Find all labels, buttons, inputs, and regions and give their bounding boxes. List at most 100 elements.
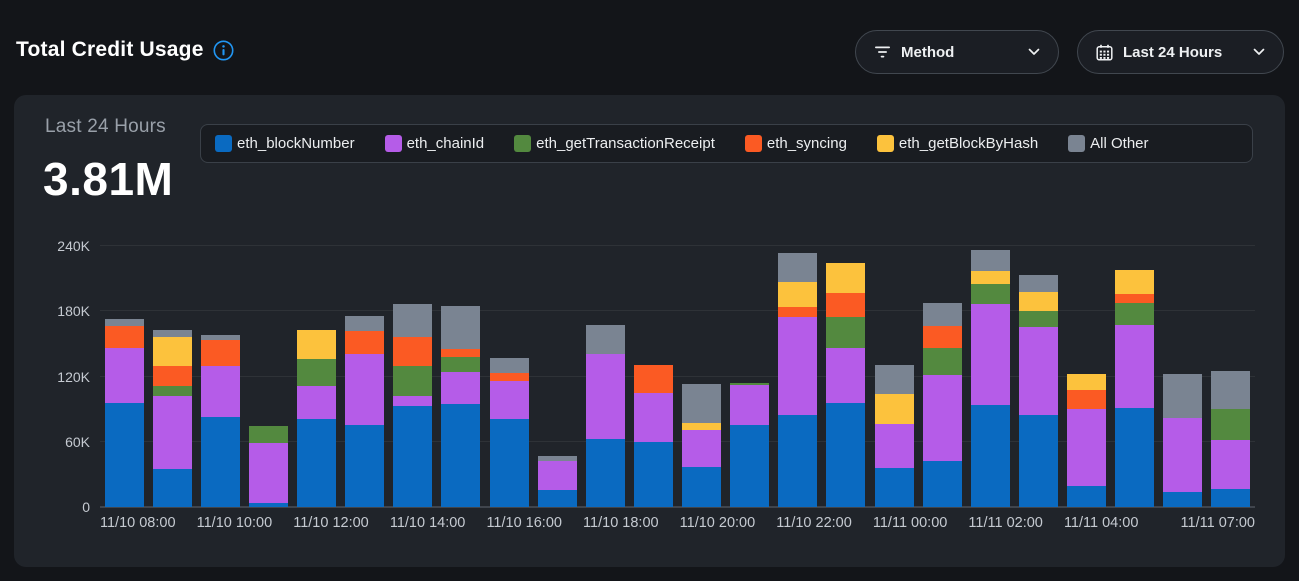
bar-segment-eth_blockNumber[interactable]: [441, 403, 481, 507]
bar-segment-eth_blockNumber[interactable]: [1115, 408, 1155, 507]
bar-segment-eth_chainId[interactable]: [248, 442, 288, 503]
legend-item-eth-chainid[interactable]: eth_chainId: [384, 135, 484, 152]
bar-segment-eth_chainId[interactable]: [874, 424, 914, 468]
bar-slot[interactable]: [293, 246, 341, 507]
bar-segment-eth_getTransactionReceipt[interactable]: [1115, 302, 1155, 326]
stacked-bar[interactable]: [1115, 270, 1155, 507]
bar-segment-eth_blockNumber[interactable]: [1067, 486, 1107, 507]
bar-segment-All Other[interactable]: [970, 250, 1010, 272]
bar-segment-All Other[interactable]: [200, 335, 240, 340]
bar-segment-eth_chainId[interactable]: [441, 372, 481, 404]
bar-segment-eth_blockNumber[interactable]: [730, 425, 770, 507]
legend-item-eth-syncing[interactable]: eth_syncing: [744, 135, 847, 152]
bar-segment-eth_getBlockByHash[interactable]: [970, 271, 1010, 285]
bar-segment-eth_chainId[interactable]: [104, 348, 144, 403]
bar-segment-eth_blockNumber[interactable]: [970, 404, 1010, 507]
bar-segment-eth_chainId[interactable]: [826, 348, 866, 403]
bar-slot[interactable]: [1063, 246, 1111, 507]
bar-segment-eth_blockNumber[interactable]: [1163, 491, 1203, 507]
bar-slot[interactable]: [774, 246, 822, 507]
bar-segment-eth_getTransactionReceipt[interactable]: [297, 359, 337, 387]
bar-segment-All Other[interactable]: [489, 358, 529, 374]
bar-slot[interactable]: [100, 246, 148, 507]
bar-slot[interactable]: [822, 246, 870, 507]
bar-slot[interactable]: [629, 246, 677, 507]
bar-segment-eth_blockNumber[interactable]: [778, 414, 818, 507]
stacked-bar[interactable]: [874, 364, 914, 507]
bar-segment-All Other[interactable]: [922, 302, 962, 327]
stacked-bar[interactable]: [345, 315, 385, 507]
bar-segment-eth_blockNumber[interactable]: [152, 468, 192, 507]
bar-slot[interactable]: [726, 246, 774, 507]
bar-segment-All Other[interactable]: [874, 364, 914, 395]
stacked-bar[interactable]: [970, 250, 1010, 507]
bar-segment-eth_chainId[interactable]: [633, 392, 673, 442]
legend-item-eth-getblockbyhash[interactable]: eth_getBlockByHash: [876, 135, 1038, 152]
bar-slot[interactable]: [1111, 246, 1159, 507]
bar-segment-eth_syncing[interactable]: [393, 337, 433, 366]
bar-segment-eth_chainId[interactable]: [585, 353, 625, 439]
stacked-bar[interactable]: [1067, 374, 1107, 507]
stacked-bar[interactable]: [393, 303, 433, 507]
legend-item-eth-gettransactionreceipt[interactable]: eth_getTransactionReceipt: [514, 135, 715, 152]
info-icon[interactable]: [213, 40, 234, 61]
bar-slot[interactable]: [918, 246, 966, 507]
bar-segment-eth_blockNumber[interactable]: [248, 502, 288, 507]
bar-segment-eth_syncing[interactable]: [1067, 389, 1107, 410]
stacked-bar[interactable]: [585, 325, 625, 507]
bar-segment-eth_blockNumber[interactable]: [393, 405, 433, 507]
bar-segment-eth_blockNumber[interactable]: [874, 467, 914, 507]
bar-segment-eth_getTransactionReceipt[interactable]: [826, 316, 866, 349]
bar-segment-All Other[interactable]: [778, 252, 818, 282]
bar-segment-eth_syncing[interactable]: [104, 326, 144, 349]
bar-segment-eth_chainId[interactable]: [730, 385, 770, 426]
stacked-bar[interactable]: [297, 329, 337, 507]
bar-segment-eth_blockNumber[interactable]: [826, 402, 866, 507]
bar-segment-All Other[interactable]: [393, 303, 433, 338]
bar-segment-eth_blockNumber[interactable]: [1211, 488, 1251, 507]
stacked-bar[interactable]: [730, 383, 770, 507]
bar-segment-All Other[interactable]: [682, 384, 722, 424]
bar-segment-eth_getBlockByHash[interactable]: [1067, 374, 1107, 390]
stacked-bar[interactable]: [633, 364, 673, 507]
bar-segment-eth_syncing[interactable]: [489, 373, 529, 381]
bar-segment-eth_getTransactionReceipt[interactable]: [730, 383, 770, 386]
bar-segment-eth_chainId[interactable]: [1067, 409, 1107, 487]
bar-segment-eth_chainId[interactable]: [393, 396, 433, 406]
bar-segment-eth_syncing[interactable]: [778, 306, 818, 317]
bar-segment-eth_chainId[interactable]: [345, 353, 385, 426]
bar-segment-eth_getTransactionReceipt[interactable]: [970, 284, 1010, 304]
stacked-bar[interactable]: [104, 318, 144, 507]
bar-segment-eth_chainId[interactable]: [778, 316, 818, 415]
bar-segment-eth_chainId[interactable]: [537, 461, 577, 490]
bar-segment-eth_chainId[interactable]: [489, 380, 529, 419]
legend-item-eth-blocknumber[interactable]: eth_blockNumber: [215, 135, 355, 152]
bar-segment-eth_blockNumber[interactable]: [1018, 414, 1058, 507]
method-filter-dropdown[interactable]: Method: [855, 30, 1059, 74]
bar-segment-eth_blockNumber[interactable]: [922, 461, 962, 507]
bar-segment-eth_getTransactionReceipt[interactable]: [441, 357, 481, 373]
stacked-bar[interactable]: [1211, 371, 1251, 507]
bar-segment-eth_getTransactionReceipt[interactable]: [393, 365, 433, 397]
bar-segment-All Other[interactable]: [441, 305, 481, 350]
bar-segment-eth_getBlockByHash[interactable]: [778, 281, 818, 307]
bar-segment-All Other[interactable]: [1018, 275, 1058, 292]
bar-slot[interactable]: [148, 246, 196, 507]
bar-slot[interactable]: [581, 246, 629, 507]
stacked-bar[interactable]: [922, 302, 962, 507]
bar-segment-All Other[interactable]: [104, 318, 144, 327]
bar-slot[interactable]: [1159, 246, 1207, 507]
stacked-bar[interactable]: [778, 252, 818, 507]
bar-segment-eth_chainId[interactable]: [1163, 417, 1203, 492]
bar-segment-eth_syncing[interactable]: [200, 339, 240, 366]
bar-segment-eth_blockNumber[interactable]: [489, 418, 529, 507]
bar-segment-eth_syncing[interactable]: [441, 349, 481, 358]
bar-slot[interactable]: [1207, 246, 1255, 507]
bar-segment-eth_chainId[interactable]: [922, 375, 962, 462]
bar-segment-eth_getBlockByHash[interactable]: [152, 337, 192, 366]
bar-segment-eth_chainId[interactable]: [682, 429, 722, 467]
stacked-bar[interactable]: [152, 329, 192, 507]
bar-slot[interactable]: [485, 246, 533, 507]
legend-item-all-other[interactable]: All Other: [1068, 135, 1149, 152]
bar-segment-eth_syncing[interactable]: [922, 326, 962, 349]
